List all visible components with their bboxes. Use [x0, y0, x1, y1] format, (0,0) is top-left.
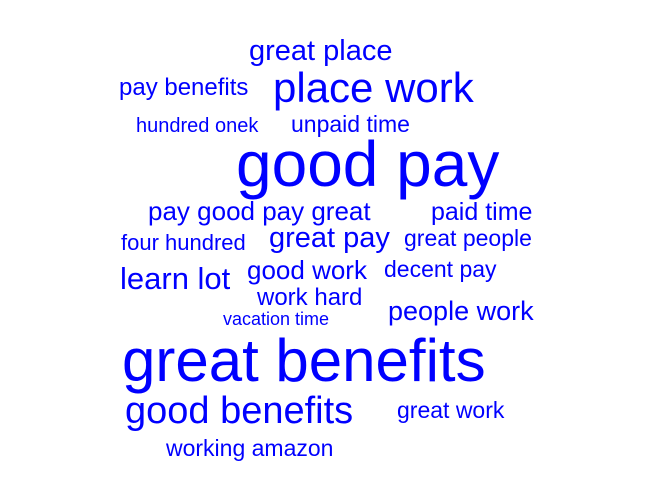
word-four-hundred: four hundred	[121, 230, 246, 255]
word-hundred-onek: hundred onek	[136, 115, 259, 137]
word-place-work: place work	[273, 64, 474, 111]
word-work-hard: work hard	[257, 284, 363, 311]
word-learn-lot: learn lot	[120, 261, 231, 296]
word-people-work: people work	[388, 296, 534, 326]
word-decent-pay: decent pay	[384, 256, 497, 282]
word-unpaid-time: unpaid time	[291, 111, 410, 137]
word-great-work: great work	[397, 397, 505, 423]
word-great-people: great people	[404, 225, 532, 251]
word-pay-good-pay-great: pay good pay great	[148, 196, 371, 226]
word-pay-benefits: pay benefits	[119, 74, 249, 101]
word-good-pay: good pay	[236, 128, 500, 200]
word-great-pay: great pay	[269, 222, 390, 254]
word-vacation-time: vacation time	[223, 309, 330, 329]
word-good-benefits: good benefits	[125, 390, 354, 432]
word-paid-time: paid time	[431, 198, 533, 226]
word-great-benefits: great benefits	[122, 327, 486, 394]
word-good-work: good work	[247, 255, 367, 285]
word-great-place: great place	[249, 35, 393, 67]
word-working-amazon: working amazon	[166, 435, 334, 461]
